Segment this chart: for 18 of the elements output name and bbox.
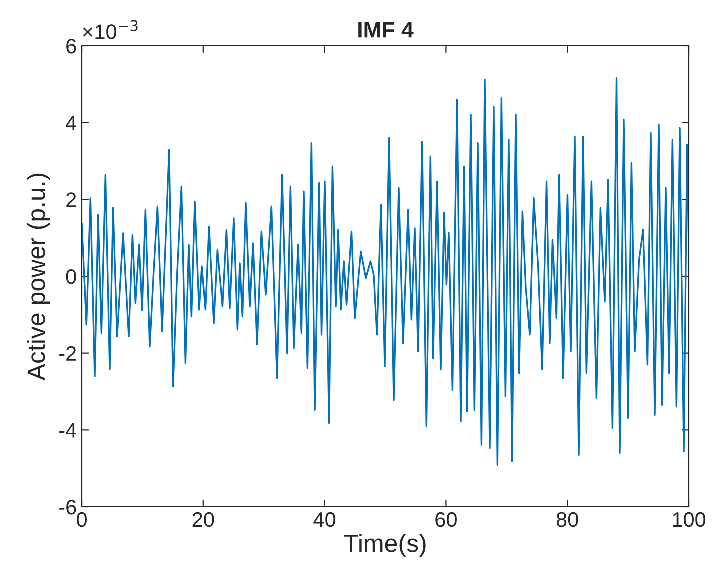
- x-tick-label: 20: [192, 512, 214, 528]
- y-tick-label: 6: [66, 39, 76, 54]
- x-tick-label: 40: [314, 512, 336, 528]
- chart-title: IMF 4: [358, 22, 414, 38]
- y-tick-label: -6: [60, 500, 76, 515]
- x-tick-label: 0: [77, 512, 87, 528]
- x-tick-label: 80: [556, 512, 578, 528]
- y-tick-label: 0: [66, 270, 76, 284]
- y-tick-label: -2: [60, 346, 76, 361]
- line-series: [82, 77, 689, 466]
- y-axis-title: Active power (p.u.): [26, 174, 50, 381]
- y-tick-label: 4: [66, 116, 77, 130]
- x-axis-title: Time(s): [344, 534, 426, 558]
- y-tick-label: -4: [60, 423, 77, 438]
- x-tick-label: 60: [436, 512, 457, 528]
- x-tick-label: 100: [673, 512, 706, 528]
- text: ×10$^{−3}$: [83, 20, 138, 40]
- y-tick-label: 2: [66, 192, 76, 208]
